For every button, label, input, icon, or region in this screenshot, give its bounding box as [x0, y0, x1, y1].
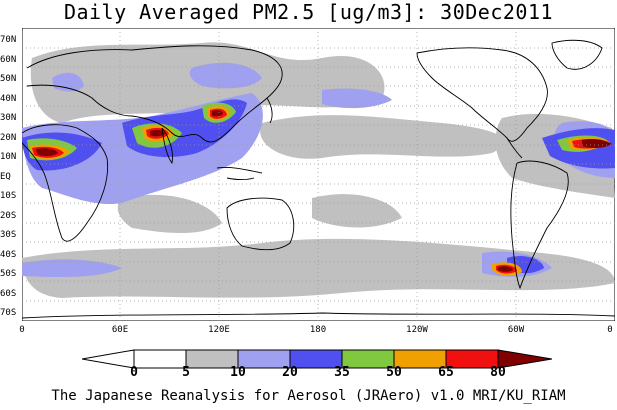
colorbar-label: 0: [130, 365, 138, 380]
colorbar-label: 65: [438, 365, 454, 380]
colorbar-segment: [133, 349, 187, 369]
lat-label: 40S: [0, 249, 17, 260]
colorbar-svg: [82, 349, 552, 369]
lat-label: 30S: [0, 230, 17, 240]
pm25-map: [22, 28, 615, 321]
colorbar-label: 10: [230, 365, 246, 380]
footer-credit: The Japanese Reanalysis for Aerosol (JRA…: [51, 388, 566, 404]
lat-label: 10N: [0, 152, 17, 162]
lat-label: 20S: [0, 210, 17, 221]
coastlines: [22, 39, 615, 319]
colorbar-label: 35: [334, 365, 350, 380]
lon-label: 60E: [111, 325, 129, 335]
pm25-level-80-plus: [36, 110, 612, 272]
lon-label: 0: [607, 325, 613, 335]
lat-label: 50S: [0, 269, 17, 279]
lat-label: EQ: [0, 171, 11, 182]
lat-label: 30N: [0, 113, 17, 123]
pm25-level-5-10: [22, 42, 615, 298]
lat-label: 60N: [0, 54, 17, 65]
colorbar: [82, 349, 552, 379]
lon-label: 0: [19, 325, 25, 335]
colorbar-segment: [82, 349, 135, 369]
lat-label: 70S: [0, 308, 17, 318]
lon-label: 180: [309, 325, 327, 335]
lat-label: 60S: [0, 288, 17, 299]
lat-label: 50N: [0, 74, 17, 84]
lat-label: 40N: [0, 93, 17, 104]
lat-label: 20N: [0, 132, 17, 143]
map-svg: [22, 28, 615, 321]
colorbar-label: 50: [386, 365, 402, 380]
lon-label: 60W: [507, 325, 525, 335]
lat-label: 10S: [0, 191, 17, 201]
colorbar-label: 80: [490, 365, 506, 380]
colorbar-segment: [497, 349, 552, 369]
colorbar-label: 20: [282, 365, 298, 380]
lon-label: 120W: [406, 325, 428, 335]
lon-label: 120E: [208, 325, 230, 335]
gridlines: [22, 28, 615, 321]
lat-label: 70N: [0, 35, 17, 45]
colorbar-label: 5: [182, 365, 190, 380]
map-title: Daily Averaged PM2.5 [ug/m3]: 30Dec2011: [63, 0, 554, 24]
